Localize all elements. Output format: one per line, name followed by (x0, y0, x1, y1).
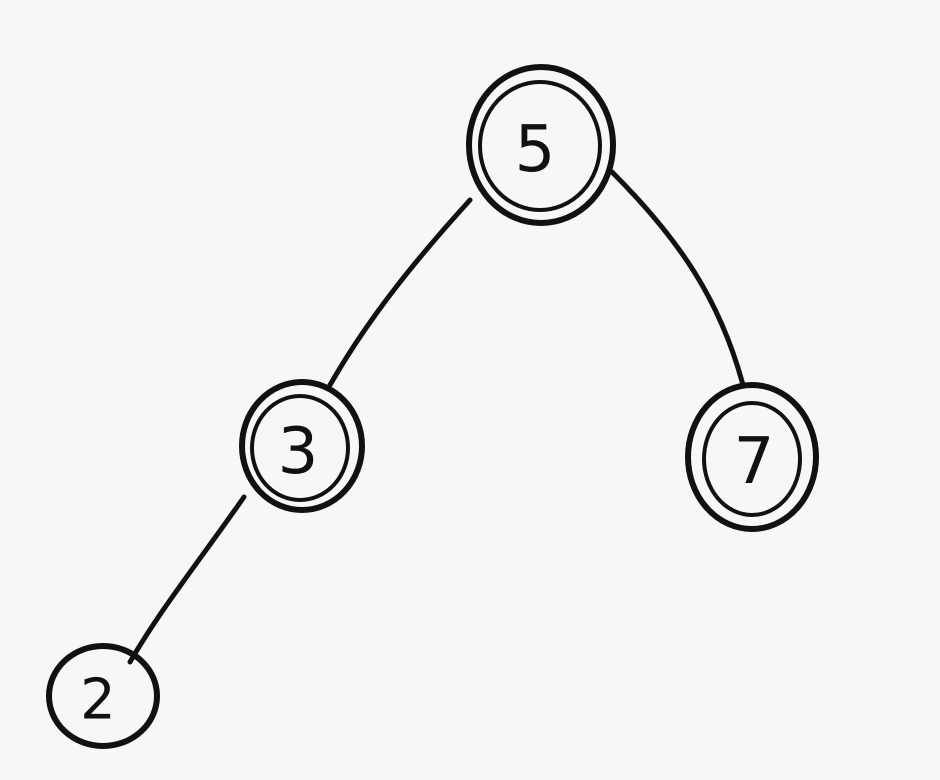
tree-node-7: 7 (685, 382, 819, 532)
node-label-2: 2 (80, 668, 116, 733)
node-label-3: 3 (278, 415, 319, 489)
tree-node-3: 3 (239, 379, 365, 513)
tree-node-5: 5 (466, 64, 616, 226)
node-label-7: 7 (734, 425, 775, 499)
edge-5-3 (327, 197, 473, 388)
node-label-5: 5 (515, 113, 556, 187)
tree-node-2: 2 (46, 643, 160, 749)
edge-5-7 (609, 169, 746, 388)
edge-3-2 (127, 494, 247, 665)
